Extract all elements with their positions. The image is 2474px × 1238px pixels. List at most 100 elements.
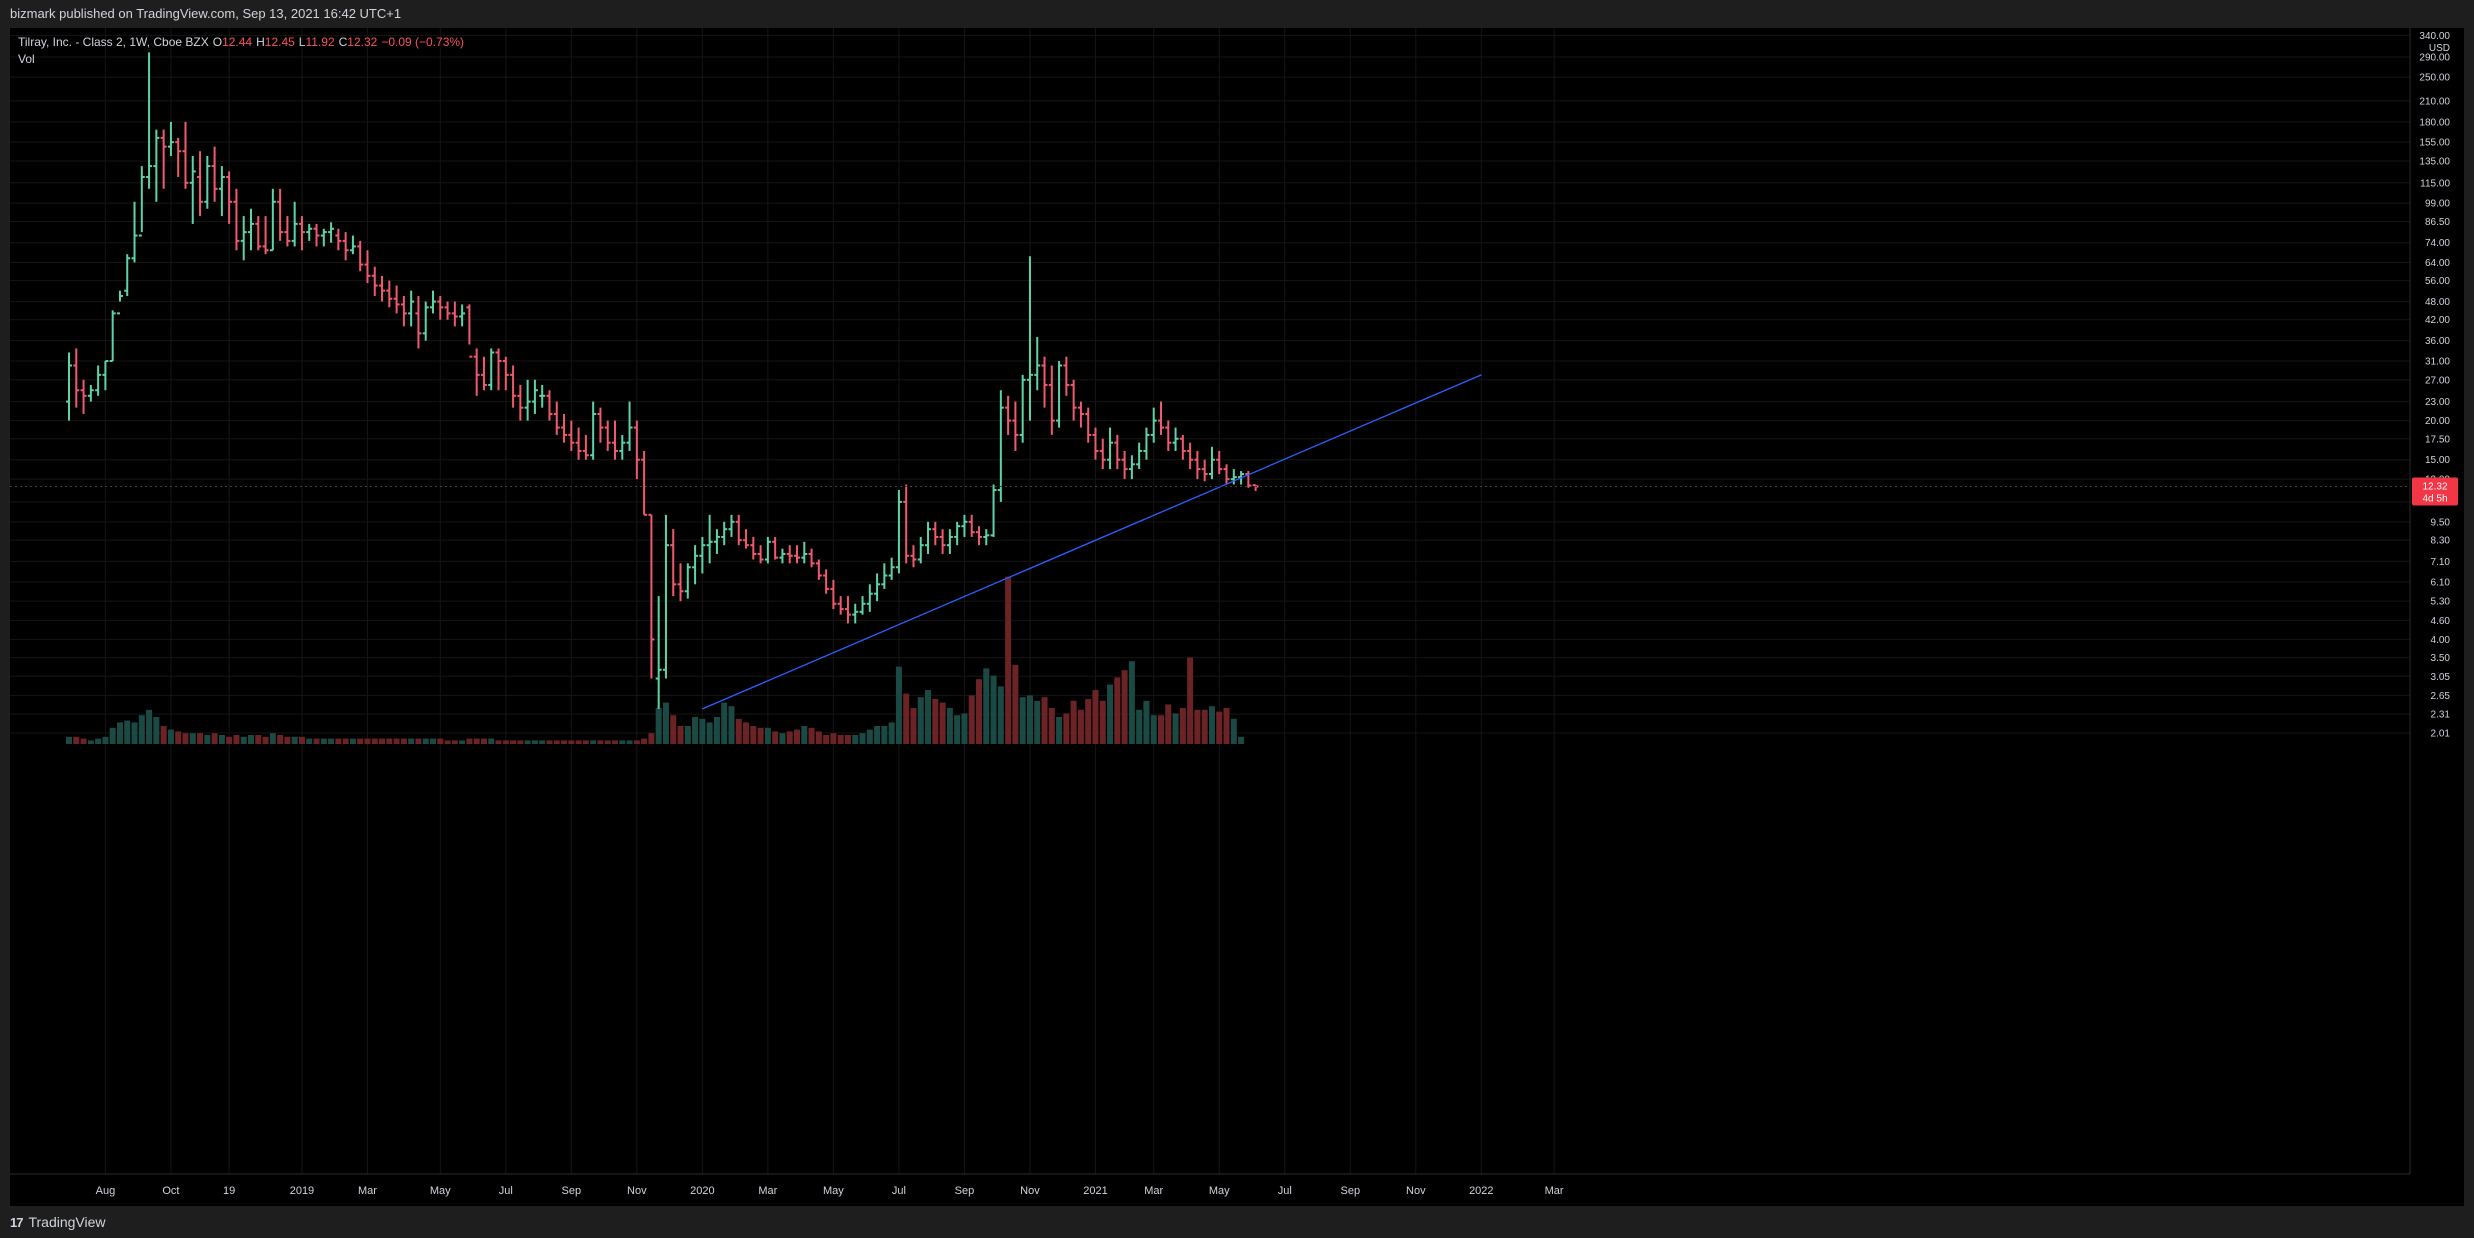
volume-bar (735, 718, 742, 744)
ohlc-bar (568, 420, 575, 451)
ohlc-bar (386, 280, 393, 308)
volume-bar (400, 738, 407, 744)
volume-bar (1012, 664, 1019, 744)
price-tag-box (2412, 477, 2458, 506)
ohlc-bar (1136, 442, 1143, 470)
volume-bar (815, 731, 822, 744)
volume-bar (568, 740, 575, 744)
ohlc-bar (997, 390, 1004, 502)
chart-area[interactable]: USD 340.00 290.00 250.00 210.00 180.00 155.00… (10, 28, 2464, 1206)
y-tick-label: 3.05 (2431, 672, 2451, 683)
ohlc-bar (939, 529, 946, 554)
volume-bar (910, 708, 917, 744)
volume-bar (379, 738, 386, 744)
ohlc-bar (320, 228, 327, 247)
ohlc-bar (728, 514, 735, 537)
volume-bar (102, 736, 109, 744)
ohlc-bar (510, 365, 517, 408)
ohlc-bar (1019, 374, 1026, 443)
time-axis[interactable]: Aug Oct 19 2019 Mar May Jul Sep Nov 2020 Mar May Jul… (96, 1185, 1564, 1197)
volume-bar (480, 738, 487, 744)
volume-bar (1223, 708, 1230, 744)
ohlc-bar (1099, 438, 1106, 470)
volume-bar (808, 727, 815, 744)
volume-bar (633, 740, 640, 744)
ohlc-bar (313, 223, 320, 247)
y-tick-label: 155.00 (2419, 138, 2450, 149)
ohlc-bar (342, 232, 349, 261)
volume-bar (670, 715, 677, 744)
x-tick-label: Sep (955, 1185, 975, 1197)
price-tag-countdown: 4d 5h (2422, 493, 2447, 504)
volume-bar (677, 726, 684, 744)
volume-bar (874, 726, 881, 744)
volume-bar (408, 738, 415, 744)
volume-bar (1034, 700, 1041, 744)
volume-bar (124, 720, 131, 744)
ohlc-bar (662, 514, 669, 679)
ohlc-bar (684, 563, 691, 599)
ohlc-bar (422, 301, 429, 341)
volume-bar (510, 740, 517, 744)
trendline[interactable] (702, 374, 1482, 710)
volume-bar (73, 736, 80, 744)
ohlc-bar (990, 484, 997, 537)
volume-bar (1041, 697, 1048, 744)
ohlc-bar (859, 596, 866, 615)
legend-open: O12.44 (212, 35, 253, 49)
y-tick-label: 115.00 (2420, 178, 2450, 189)
ohlc-bar (502, 356, 509, 391)
ohlc-bar (517, 384, 524, 421)
y-tick-label: 6.10 (2431, 578, 2451, 589)
x-tick-label: 2021 (1083, 1185, 1107, 1197)
ohlc-bar (480, 356, 487, 391)
ohlc-bar (146, 52, 153, 189)
ohlc-bar (917, 536, 924, 564)
ohlc-bar (721, 521, 728, 546)
ohlc-bar (393, 285, 400, 314)
volume-bar (349, 738, 356, 744)
volume-bar (1085, 699, 1092, 744)
volume-bar (393, 738, 400, 744)
ohlc-bar (466, 304, 473, 358)
ohlc-bar (1230, 469, 1237, 485)
ohlc-bar (211, 146, 218, 202)
ohlc-bar (379, 275, 386, 302)
ohlc-bar (1245, 471, 1252, 488)
volume-bar (757, 727, 764, 744)
volume-bar (466, 738, 473, 744)
price-axis[interactable]: 340.00 290.00 250.00 210.00 180.00 155.00 135.… (2419, 31, 2450, 740)
volume-bar (764, 727, 771, 744)
volume-bar (932, 699, 939, 744)
volume-bar (648, 733, 655, 744)
x-tick-label: Jul (892, 1185, 906, 1197)
volume-bar (1114, 677, 1121, 744)
ohlc-bar (895, 490, 902, 574)
volume-bar (946, 708, 953, 744)
ohlc-bar (277, 188, 284, 241)
tradingview-logo[interactable]: 17 TradingView (10, 1214, 106, 1230)
volume-bar (1216, 711, 1223, 744)
ohlc-bar (546, 390, 553, 421)
ohlc-bar (248, 208, 254, 251)
ohlc-bar (735, 514, 742, 546)
volume-bar (488, 738, 495, 744)
ohlc-bar (881, 563, 888, 589)
ohlc-chart[interactable]: USD 340.00 290.00 250.00 210.00 180.00 155.00… (10, 28, 2464, 1206)
volume-bar (539, 740, 546, 744)
volume-bar (619, 740, 626, 744)
volume-bar (160, 726, 167, 744)
volume-bar (837, 735, 844, 744)
ohlc-bar (218, 166, 225, 217)
volume-bar (801, 726, 808, 744)
price-tag-value: 12.32 (2422, 481, 2447, 492)
y-tick-label: 4.00 (2431, 635, 2451, 646)
ohlc-bar (284, 216, 291, 247)
volume-bar (925, 690, 932, 744)
volume-bar (561, 740, 568, 744)
x-tick-label: Nov (1020, 1185, 1040, 1197)
ohlc-bar (109, 310, 116, 363)
volume-bar (531, 740, 538, 744)
ohlc-bar (102, 360, 109, 391)
ohlc-bar (692, 545, 699, 585)
